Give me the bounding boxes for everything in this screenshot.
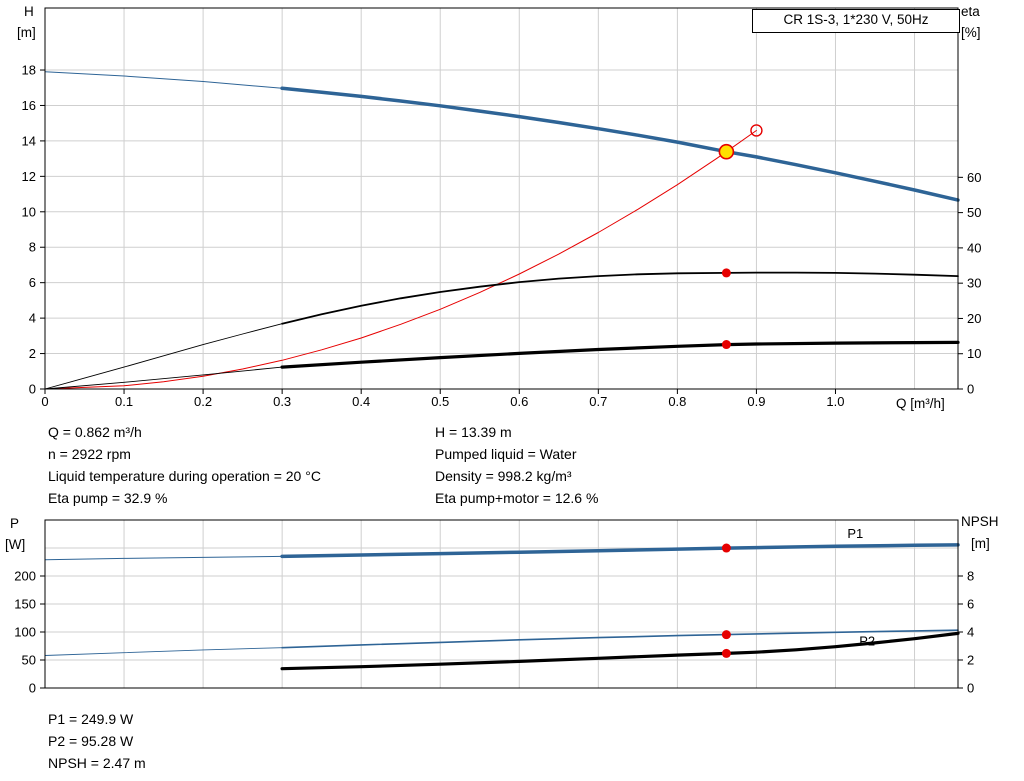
svg-text:12: 12 [22, 169, 36, 184]
eta-pump-motor-preview [44, 366, 283, 390]
svg-text:0: 0 [967, 681, 974, 696]
duty-eta-pump-row: Eta pump = 32.9 % [48, 490, 168, 506]
eta-pump-point [721, 268, 731, 278]
svg-text:0.4: 0.4 [352, 394, 370, 409]
eta-pump-motor-curve [280, 340, 960, 369]
svg-text:4: 4 [29, 311, 36, 326]
h-curve [280, 86, 960, 202]
svg-text:50: 50 [967, 205, 981, 220]
svg-text:150: 150 [14, 597, 36, 612]
p1-point [721, 543, 731, 553]
svg-text:0.1: 0.1 [115, 394, 133, 409]
svg-text:50: 50 [22, 653, 36, 668]
npsh-axis-unit: [m] [971, 536, 990, 551]
p1-label: P1 [847, 526, 863, 541]
p1-curve-preview [44, 555, 283, 561]
duty-n-row: n = 2922 rpm [48, 446, 131, 462]
qh-right-axis-title: eta [961, 4, 980, 19]
svg-text:1.0: 1.0 [826, 394, 844, 409]
duty-density-row: Density = 998.2 kg/m³ [435, 468, 572, 484]
svg-text:6: 6 [29, 275, 36, 290]
result-p2-row: P2 = 95.28 W [48, 733, 134, 749]
svg-text:60: 60 [967, 170, 981, 185]
eta-pump-motor-point [721, 340, 731, 350]
svg-text:20: 20 [967, 311, 981, 326]
qh-chart: 0 2 4 6 8 10 12 14 16 18 0 10 20 30 40 50 60 0 0.1 0.2 0.3 0.… [22, 7, 982, 409]
qh-left-axis-title: H [24, 4, 34, 19]
result-npsh-row: NPSH = 2.47 m [48, 755, 146, 771]
qh-series [44, 71, 960, 390]
duty-temp-row: Liquid temperature during operation = 20… [48, 468, 321, 484]
qh-ticks: 0 2 4 6 8 10 12 14 16 18 0 10 20 30 40 50 60 0 0.1 0.2 0.3 0.… [22, 63, 982, 409]
svg-text:0.9: 0.9 [747, 394, 765, 409]
svg-text:0.3: 0.3 [273, 394, 291, 409]
svg-text:0: 0 [29, 382, 36, 397]
svg-text:0: 0 [41, 394, 48, 409]
qh-right-axis-unit: [%] [961, 25, 981, 40]
svg-text:6: 6 [967, 597, 974, 612]
duty-data-panel-left: Q = 0.862 m³/h n = 2922 rpm Liquid tempe… [48, 421, 321, 509]
result-p1-row: P1 = 249.9 W [48, 711, 134, 727]
duty-h-row: H = 13.39 m [435, 424, 512, 440]
power-npsh-chart: 0 50 100 150 200 0 2 4 6 8 P1 P2 [14, 519, 974, 696]
p1-curve [280, 543, 960, 559]
duty-data-panel-right: H = 13.39 m Pumped liquid = Water Densit… [435, 421, 598, 509]
npsh-axis-title: NPSH [961, 514, 999, 529]
svg-text:0.6: 0.6 [510, 394, 528, 409]
svg-text:0.8: 0.8 [668, 394, 686, 409]
svg-text:16: 16 [22, 98, 36, 113]
svg-text:8: 8 [29, 240, 36, 255]
duty-eta-total-row: Eta pump+motor = 12.6 % [435, 490, 599, 506]
svg-text:10: 10 [22, 204, 36, 219]
svg-text:0.2: 0.2 [194, 394, 212, 409]
p2-curve-preview [44, 647, 283, 656]
power-series [44, 543, 960, 671]
result-panel: P1 = 249.9 W P2 = 95.28 W NPSH = 2.47 m [48, 708, 146, 774]
duty-liquid-row: Pumped liquid = Water [435, 446, 577, 462]
system-curve [44, 130, 757, 390]
svg-text:0: 0 [29, 681, 36, 696]
svg-text:2: 2 [967, 653, 974, 668]
npsh-curve [280, 631, 960, 671]
qh-x-axis-label: Q [m³/h] [896, 396, 945, 411]
power-left-axis-unit: [W] [5, 537, 26, 552]
svg-text:100: 100 [14, 625, 36, 640]
qh-left-axis-unit: [m] [17, 25, 36, 40]
requested-duty-point [750, 124, 763, 137]
svg-text:8: 8 [967, 569, 974, 584]
npsh-point [721, 648, 731, 658]
qh-frame [44, 7, 959, 390]
h-curve-preview [44, 71, 283, 89]
svg-text:10: 10 [967, 346, 981, 361]
svg-text:18: 18 [22, 63, 36, 78]
eta-pump-preview [44, 323, 283, 390]
svg-text:4: 4 [967, 625, 974, 640]
svg-text:0: 0 [967, 382, 974, 397]
p2-label: P2 [859, 633, 875, 648]
power-ticks: 0 50 100 150 200 0 2 4 6 8 [14, 569, 974, 696]
svg-text:0.7: 0.7 [589, 394, 607, 409]
svg-text:14: 14 [22, 133, 36, 148]
p2-curve [281, 629, 959, 649]
duty-q-row: Q = 0.862 m³/h [48, 424, 142, 440]
duty-point [718, 143, 735, 160]
svg-text:30: 30 [967, 276, 981, 291]
qh-grid [45, 8, 958, 389]
svg-text:200: 200 [14, 569, 36, 584]
power-left-axis-title: P [10, 516, 20, 531]
svg-text:40: 40 [967, 240, 981, 255]
svg-text:2: 2 [29, 346, 36, 361]
eta-pump-curve [281, 271, 959, 325]
pump-name-box: CR 1S-3, 1*230 V, 50Hz [752, 9, 960, 33]
p2-point [721, 630, 731, 640]
svg-text:0.5: 0.5 [431, 394, 449, 409]
